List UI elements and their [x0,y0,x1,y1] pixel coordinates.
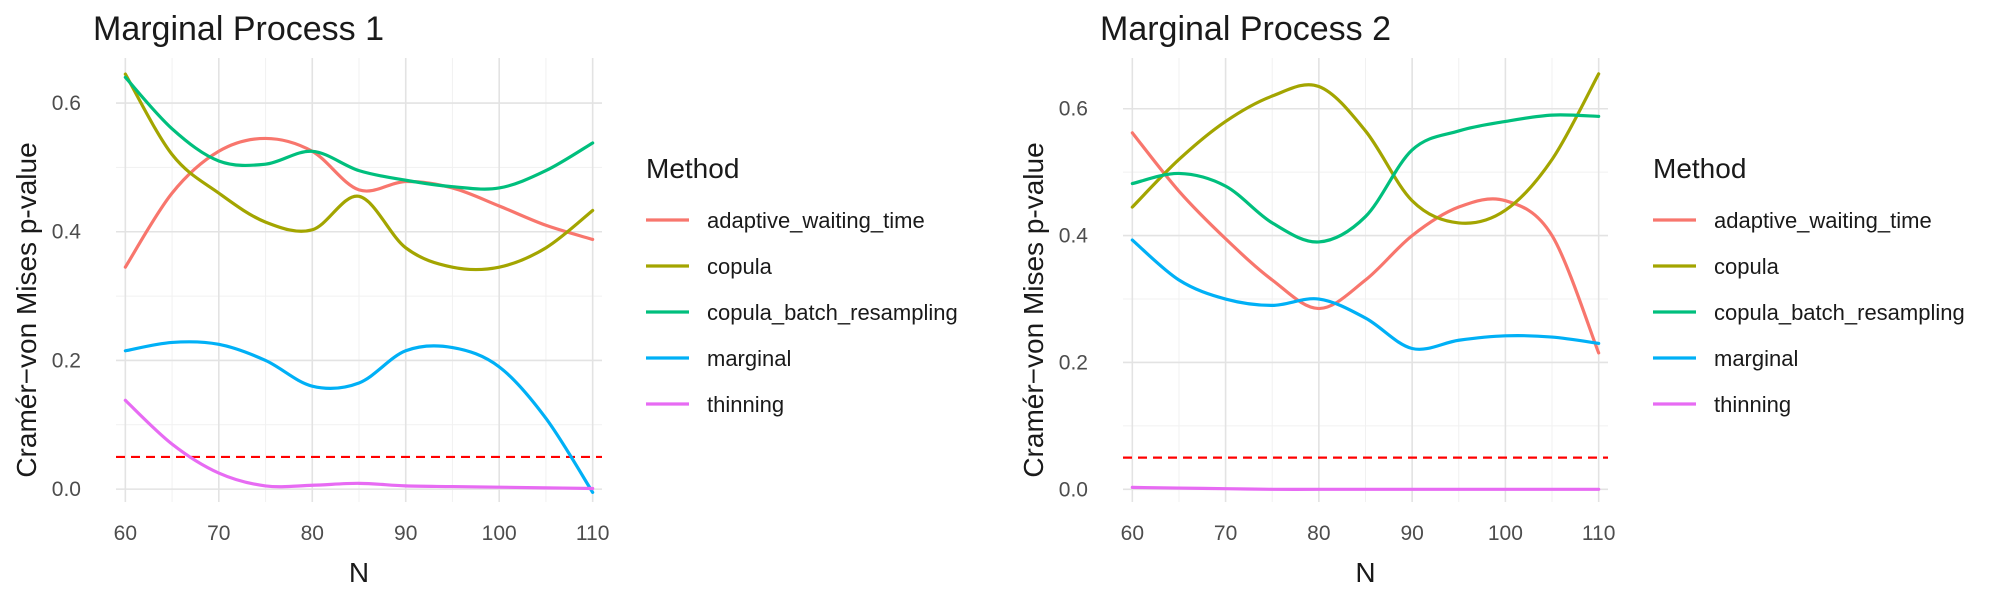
y-tick-label: 0.2 [1059,351,1088,374]
x-axis-label: N [349,557,369,588]
series-line-marginal [1130,238,1601,351]
legend-item-label: thinning [707,392,784,417]
y-tick-label: 0.6 [1059,98,1088,121]
y-axis-label: Cramér−von Mises p-value [11,142,42,477]
chart-title: Marginal Process 1 [93,10,384,48]
x-tick-label: 60 [114,522,137,545]
x-tick-label: 100 [482,522,517,545]
x-tick-label: 80 [1307,522,1330,545]
legend-title: Method [646,153,739,184]
series-line-copula-batch-resampling [123,75,595,191]
series-line-adaptive-waiting-time [1130,131,1601,355]
series-line-copula-batch-resampling [1130,113,1601,244]
x-tick-label: 110 [1582,522,1615,545]
legend-item-label: adaptive_waiting_time [1714,208,1932,233]
series-line-thinning [123,398,595,491]
x-tick-label: 70 [1214,522,1237,545]
legend-item-label: adaptive_waiting_time [707,208,925,233]
y-tick-label: 0.0 [1059,478,1088,501]
y-axis-label: Cramér−von Mises p-value [1018,142,1049,477]
x-axis-label: N [1355,557,1375,588]
x-tick-label: 60 [1121,522,1144,545]
y-tick-label: 0.0 [52,478,81,501]
legend-item-label: copula [707,254,773,279]
legend-item-label: marginal [1714,346,1798,371]
series-line-marginal [123,340,595,494]
legend-item-label: copula [1714,254,1780,279]
x-tick-label: 90 [394,522,417,545]
x-tick-label: 110 [576,522,609,545]
x-tick-label: 90 [1400,522,1423,545]
panel-marginal-process-2: 60 70 80 90 100 110 0.0 0.2 0.4 0.6 Marginal Proce… [1018,10,1965,588]
y-tick-label: 0.4 [52,221,82,244]
series-line-copula [1130,72,1601,225]
legend-item-label: thinning [1714,392,1791,417]
y-tick-label: 0.2 [52,349,81,372]
chart-title: Marginal Process 2 [1100,10,1391,48]
series-line-thinning [1130,485,1601,491]
legend-item-label: marginal [707,346,791,371]
legend-item-label: copula_batch_resampling [1714,300,1965,325]
y-tick-label: 0.6 [52,92,81,115]
series-line-adaptive-waiting-time [123,136,595,269]
x-tick-label: 100 [1488,522,1523,545]
y-tick-label: 0.4 [1059,225,1089,248]
legend-title: Method [1653,153,1746,184]
x-tick-label: 80 [301,522,324,545]
panel-marginal-process-1: 60 70 80 90 100 110 0.0 0.2 0.4 0.6 Marginal Proce… [11,10,958,588]
series-line-copula [123,72,595,272]
legend-item-label: copula_batch_resampling [707,300,958,325]
x-tick-label: 70 [207,522,230,545]
